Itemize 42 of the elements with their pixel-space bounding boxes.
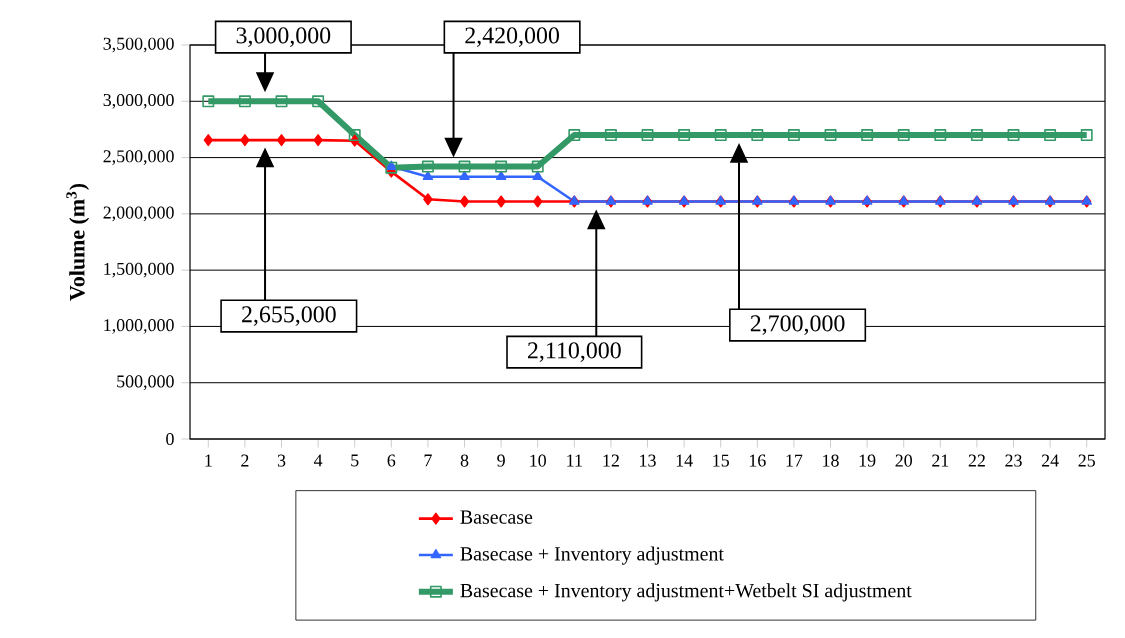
x-tick-label: 17 — [786, 454, 803, 467]
y-tick-label: 3,000,000 — [103, 93, 174, 109]
y-tick-label: 1,000,000 — [104, 319, 174, 334]
x-tick-label: 15 — [713, 454, 729, 467]
legend-label: Basecase + Inventory adjustment+Wetbelt SI adjustment — [460, 583, 912, 602]
x-tick-label: 16 — [749, 454, 766, 467]
x-tick-label: 18 — [823, 454, 839, 467]
x-tick-label: 1 — [205, 454, 212, 467]
y-tick-label: 3,500,000 — [103, 37, 174, 53]
y-axis-title: Volume (m$^{3}$) — [66, 183, 90, 301]
x-tick-label: 12 — [603, 454, 619, 467]
x-tick-label: 23 — [1005, 454, 1022, 467]
x-tick-label: 24 — [1041, 454, 1059, 467]
y-tick-label: 0 — [166, 432, 174, 446]
x-tick-label: 21 — [932, 454, 949, 467]
x-tick-label: 3 — [277, 454, 286, 467]
y-tick-label: 1,500,000 — [104, 262, 174, 278]
x-tick-label: 22 — [968, 454, 985, 467]
annotation: 2,700,000 — [750, 315, 845, 335]
legend-label: Basecase + Inventory adjustment — [460, 546, 724, 565]
x-tick-label: 13 — [640, 454, 656, 467]
x-tick-label: 9 — [497, 454, 505, 467]
y-tick-label: 2,000,000 — [103, 206, 174, 222]
x-tick-label: 11 — [567, 454, 582, 467]
annotation: 3,000,000 — [236, 27, 331, 47]
y-tick-label: 2,500,000 — [103, 150, 174, 165]
x-tick-label: 19 — [859, 454, 876, 467]
x-tick-label: 4 — [313, 454, 323, 467]
legend-label: Basecase — [460, 510, 533, 524]
x-tick-label: 8 — [460, 454, 469, 467]
x-tick-label: 7 — [424, 454, 432, 467]
annotation: 2,110,000 — [528, 342, 621, 362]
x-tick-label: 25 — [1078, 454, 1095, 467]
x-tick-label: 10 — [530, 454, 546, 467]
x-tick-label: 5 — [351, 454, 359, 467]
x-tick-label: 2 — [241, 454, 249, 467]
y-tick-label: 500,000 — [117, 375, 174, 391]
x-tick-label: 20 — [895, 454, 912, 467]
x-tick-label: 6 — [387, 454, 396, 467]
annotation: 2,655,000 — [242, 306, 336, 326]
x-tick-label: 14 — [676, 454, 693, 467]
annotation: 2,420,000 — [465, 27, 559, 47]
